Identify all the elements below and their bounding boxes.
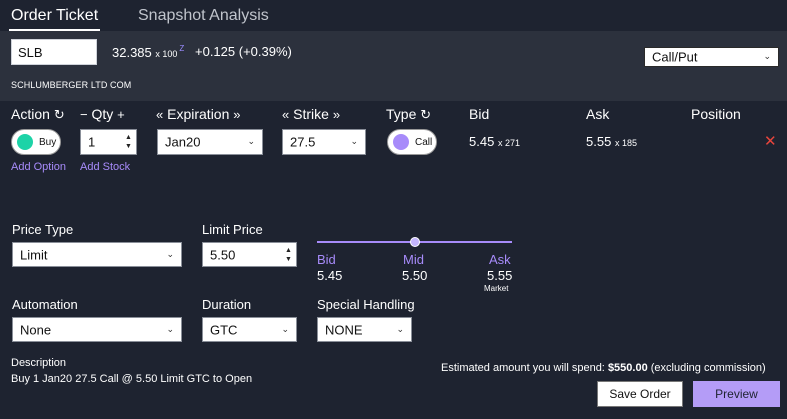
estimated-amount: Estimated amount you will spend: $550.00… xyxy=(441,362,766,374)
company-name: SCHLUMBERGER LTD COM xyxy=(11,80,132,90)
action-toggle[interactable]: Buy xyxy=(11,129,61,155)
refresh-icon[interactable]: ↻ xyxy=(53,107,65,122)
callput-select[interactable]: Call/Put ⌄ xyxy=(644,47,779,67)
minus-icon[interactable]: − xyxy=(80,107,88,122)
slider-bid-label: Bid xyxy=(317,252,336,267)
limit-price-input[interactable]: 5.50 ▲ ▼ xyxy=(202,242,297,267)
strike-value: 27.5 xyxy=(290,134,316,150)
type-header: Type ↻ xyxy=(386,106,431,123)
tab-bar: Order Ticket Snapshot Analysis xyxy=(0,0,787,31)
strike-header-label: Strike xyxy=(293,106,329,122)
chevron-down-icon: ⌄ xyxy=(166,248,174,259)
description-label: Description xyxy=(11,357,67,369)
slider-ask-value[interactable]: 5.55 xyxy=(487,268,513,283)
special-handling-label: Special Handling xyxy=(317,297,415,312)
slider-market-label[interactable]: Market xyxy=(484,284,509,293)
automation-value: None xyxy=(20,322,52,337)
action-header: Action ↻ xyxy=(11,106,65,123)
automation-select[interactable]: None ⌄ xyxy=(12,317,182,342)
stepper-arrows-icon[interactable]: ▲ ▼ xyxy=(285,246,292,263)
chevron-down-icon: ⌄ xyxy=(396,323,404,334)
quote-header: 32.385 x 100Z +0.125 (+0.39%) SCHLUMBERG… xyxy=(0,31,787,101)
special-handling-value: NONE xyxy=(325,322,363,337)
chevron-down-icon: ⌄ xyxy=(281,323,289,334)
bid-value: 5.45 xyxy=(469,134,495,149)
qty-stepper[interactable]: 1 ▲ ▼ xyxy=(80,129,137,155)
chevron-down-icon: ⌄ xyxy=(247,135,255,146)
callput-select-value: Call/Put xyxy=(652,49,698,65)
double-chevron-left-icon[interactable]: « xyxy=(156,107,164,122)
double-chevron-left-icon[interactable]: « xyxy=(282,107,290,122)
ask-size: x 185 xyxy=(614,138,637,148)
position-header: Position xyxy=(691,106,741,122)
qty-header-label: Qty xyxy=(91,106,114,122)
duration-select[interactable]: GTC ⌄ xyxy=(202,317,297,342)
expiration-value: Jan20 xyxy=(165,134,201,150)
type-indicator xyxy=(393,134,409,150)
close-icon[interactable]: ✕ xyxy=(764,133,777,150)
limit-price-label: Limit Price xyxy=(202,222,263,237)
estimate-prefix: Estimated amount you will spend: xyxy=(441,362,605,374)
action-header-label: Action xyxy=(11,106,50,122)
ask-value: 5.55 xyxy=(586,134,612,149)
double-chevron-right-icon[interactable]: » xyxy=(233,107,241,122)
price-type-select[interactable]: Limit ⌄ xyxy=(12,242,182,267)
chevron-down-icon: ⌄ xyxy=(166,323,174,334)
slider-mid-value[interactable]: 5.50 xyxy=(402,268,428,283)
refresh-icon[interactable]: ↻ xyxy=(420,107,432,122)
price-type-label: Price Type xyxy=(12,222,74,237)
save-order-button[interactable]: Save Order xyxy=(597,381,683,407)
bid-size: x 271 xyxy=(497,138,520,148)
ask-header: Ask xyxy=(586,106,610,122)
add-option-link[interactable]: Add Option xyxy=(11,161,67,173)
action-toggle-label: Buy xyxy=(39,137,57,148)
add-stock-link[interactable]: Add Stock xyxy=(80,161,131,173)
last-price-value: 32.385 xyxy=(112,45,152,60)
estimate-amount: $550.00 xyxy=(607,362,648,374)
type-toggle[interactable]: Call xyxy=(387,129,437,155)
expiration-header-label: Expiration xyxy=(167,106,230,122)
stepper-arrows-icon[interactable]: ▲ ▼ xyxy=(125,134,132,150)
price-slider-handle[interactable] xyxy=(409,237,420,247)
limit-price-value: 5.50 xyxy=(210,247,236,262)
tab-snapshot-analysis[interactable]: Snapshot Analysis xyxy=(138,7,269,24)
duration-value: GTC xyxy=(210,322,238,337)
chevron-down-icon: ⌄ xyxy=(763,50,771,61)
estimate-suffix: (excluding commission) xyxy=(650,362,766,374)
expiration-header: « Expiration » xyxy=(156,106,241,122)
bid-header: Bid xyxy=(469,106,490,122)
type-header-label: Type xyxy=(386,106,417,122)
last-price: 32.385 x 100Z xyxy=(112,44,184,60)
double-chevron-right-icon[interactable]: » xyxy=(332,107,341,122)
exchange-mark: Z xyxy=(179,44,185,53)
price-type-value: Limit xyxy=(20,247,48,262)
order-description: Buy 1 Jan20 27.5 Call @ 5.50 Limit GTC t… xyxy=(11,373,253,385)
preview-button[interactable]: Preview xyxy=(693,381,780,407)
chevron-down-icon: ⌄ xyxy=(350,135,358,146)
qty-header: − Qty + xyxy=(80,106,125,122)
action-indicator xyxy=(17,134,33,150)
slider-bid-value[interactable]: 5.45 xyxy=(317,268,343,283)
slider-ask-label: Ask xyxy=(489,252,511,267)
last-size: x 100 xyxy=(155,49,178,59)
plus-icon[interactable]: + xyxy=(117,107,125,122)
duration-label: Duration xyxy=(202,297,252,312)
special-handling-select[interactable]: NONE ⌄ xyxy=(317,317,412,342)
net-change: +0.125 (+0.39%) xyxy=(195,44,292,59)
strike-header: « Strike » xyxy=(282,106,340,122)
expiration-select[interactable]: Jan20 ⌄ xyxy=(157,129,263,155)
symbol-input[interactable] xyxy=(11,39,97,65)
automation-label: Automation xyxy=(12,297,78,312)
slider-mid-label: Mid xyxy=(403,252,424,267)
type-toggle-label: Call xyxy=(415,137,433,148)
bid-quote[interactable]: 5.45 x 271 xyxy=(469,134,520,149)
ask-quote[interactable]: 5.55 x 185 xyxy=(586,134,637,149)
strike-select[interactable]: 27.5 ⌄ xyxy=(282,129,366,155)
tab-order-ticket[interactable]: Order Ticket xyxy=(8,7,101,31)
qty-value: 1 xyxy=(88,134,96,150)
